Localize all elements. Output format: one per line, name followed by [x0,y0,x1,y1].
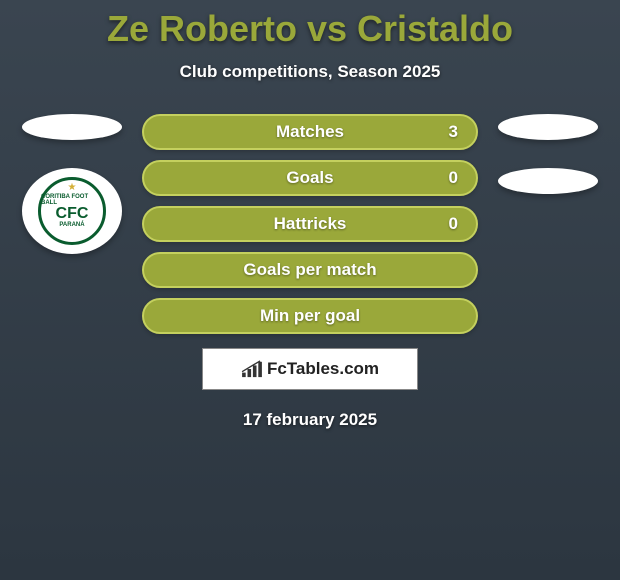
content-row: ★ CORITIBA FOOT BALL CFC PARANÁ Matches … [0,114,620,334]
player-ellipse-right-1 [498,114,598,140]
player-ellipse-right-2 [498,168,598,194]
left-column: ★ CORITIBA FOOT BALL CFC PARANÁ [20,114,124,254]
player-ellipse-left [22,114,122,140]
club-badge-inner: ★ CORITIBA FOOT BALL CFC PARANÁ [38,177,106,245]
stat-label: Hattricks [274,214,347,234]
stat-value: 3 [449,122,458,142]
stat-label: Min per goal [260,306,360,326]
club-badge-left: ★ CORITIBA FOOT BALL CFC PARANÁ [22,168,122,254]
stat-value: 0 [449,168,458,188]
stat-value: 0 [449,214,458,234]
club-bottom-text: PARANÁ [59,222,84,228]
chart-icon [241,360,263,378]
stat-row-matches: Matches 3 [142,114,478,150]
page-subtitle: Club competitions, Season 2025 [0,62,620,82]
stat-label: Matches [276,122,344,142]
footer-date: 17 february 2025 [0,410,620,430]
main-container: Ze Roberto vs Cristaldo Club competition… [0,0,620,430]
brand-text: FcTables.com [267,359,379,379]
page-title: Ze Roberto vs Cristaldo [0,8,620,50]
brand-box[interactable]: FcTables.com [202,348,418,390]
stat-row-mpg: Min per goal [142,298,478,334]
stat-label: Goals [286,168,333,188]
stat-label: Goals per match [243,260,376,280]
right-column [496,114,600,194]
stat-row-hattricks: Hattricks 0 [142,206,478,242]
club-abbr: CFC [56,206,89,222]
stat-row-gpm: Goals per match [142,252,478,288]
stats-column: Matches 3 Goals 0 Hattricks 0 Goals per … [142,114,478,334]
stat-row-goals: Goals 0 [142,160,478,196]
star-icon: ★ [68,182,77,193]
